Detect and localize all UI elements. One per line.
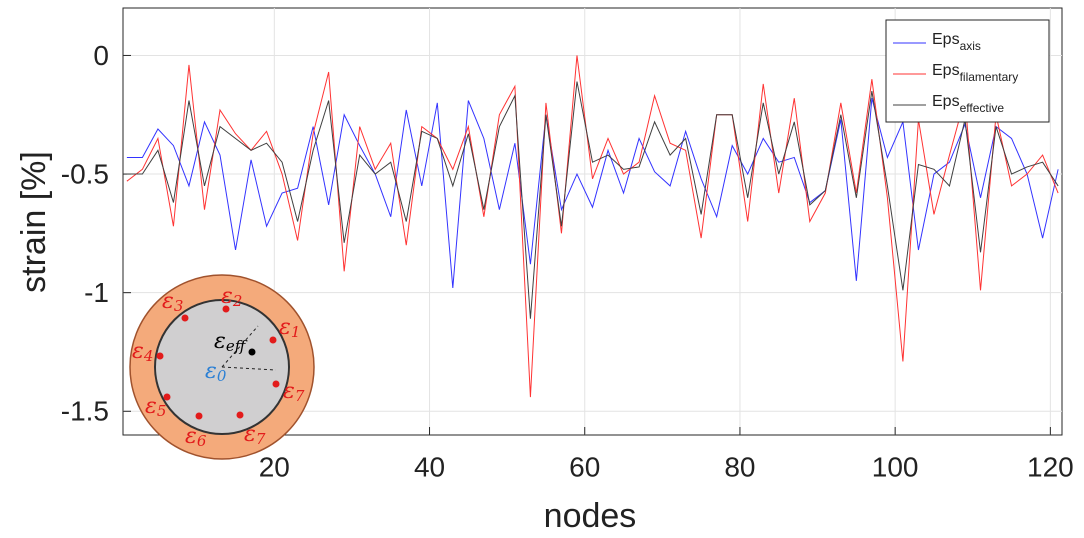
inset-label: ε2 [221,284,242,310]
inset-symbol: ε [283,379,295,404]
legend-subscript: filamentary [960,70,1019,84]
inset-subscript: 7 [295,387,305,405]
y-tick-label: -0.5 [61,158,109,189]
inset-symbol: ε [279,315,291,340]
sensor-dot [222,305,230,313]
sensor-dot [195,412,203,420]
inset-symbol: ε [221,284,233,309]
legend-entry: Epseffective [932,93,1004,115]
sensor-dot [181,314,189,322]
y-tick-label: -1.5 [61,396,109,427]
inset-label: ε0 [205,359,227,385]
legend-subscript: axis [960,39,981,53]
inset-symbol: ε [162,289,174,314]
inset-label: ε3 [162,289,183,315]
sensor-dot [156,352,164,360]
inset-subscript: 3 [174,297,184,315]
inset-label: ε7 [244,422,266,448]
series-line [126,55,1059,398]
sensor-dot [269,336,277,344]
y-tick-label: 0 [93,40,109,71]
x-tick-label: 80 [724,451,755,482]
inset-symbol: ε [132,339,144,364]
x-axis-label: nodes [544,497,637,535]
legend-entry: Epsfilamentary [932,62,1018,84]
x-tick-label: 120 [1027,451,1074,482]
inset-subscript: 7 [256,430,266,448]
inset-subscript: 6 [197,432,207,450]
legend-name: Eps [932,31,960,48]
legend-subscript: effective [960,101,1005,115]
inset-label: ε4 [132,339,153,365]
x-tick-label: 20 [259,451,290,482]
inset-symbol: ε [214,329,226,354]
sensor-dot [272,380,280,388]
inset-label: ε5 [145,394,166,420]
inset-subscript: eff [226,337,248,355]
inset-label: ε7 [283,379,305,405]
inset-subscript: 1 [291,323,301,341]
x-tick-label: 100 [872,451,919,482]
inset-subscript: 2 [232,292,243,310]
inset-symbol: ε [185,424,197,449]
legend-entry: Epsaxis [932,31,981,53]
y-tick-label: -1 [84,277,109,308]
sensor-dot [163,393,171,401]
inset-symbol: ε [145,394,157,419]
inset-label: ε1 [279,315,300,341]
inset-label: εeff [214,329,248,355]
inset-subscript: 4 [143,347,154,365]
eff-dot [248,348,256,356]
inset-subscript: 5 [157,402,167,420]
y-axis-label: strain [%] [15,151,53,293]
series-line [126,81,1059,319]
legend-name: Eps [932,62,960,79]
inset-symbol: ε [244,422,256,447]
inset-symbol: ε [205,359,217,384]
legend-name: Eps [932,93,960,110]
x-tick-label: 40 [414,451,445,482]
sensor-dot [236,411,244,419]
inset-label: ε6 [185,424,207,450]
x-tick-label: 60 [569,451,600,482]
inset-subscript: 0 [217,367,227,385]
